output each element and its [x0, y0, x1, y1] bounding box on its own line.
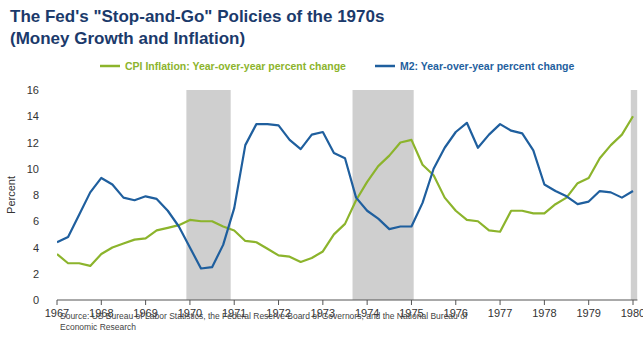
y-tick-label: 12: [27, 137, 39, 149]
legend-swatch: [375, 65, 395, 68]
x-tick: [189, 300, 190, 305]
y-tick-label: 6: [33, 215, 39, 227]
x-tick: [145, 300, 146, 305]
legend-swatch: [100, 65, 120, 68]
y-tick-label: 14: [27, 110, 39, 122]
x-tick: [455, 300, 456, 305]
x-tick-label: 1980: [621, 307, 643, 319]
x-tick-label: 1978: [532, 307, 556, 319]
y-axis-label: Percent: [5, 176, 17, 214]
x-tick: [367, 300, 368, 305]
source-note: Source: US Bureau of Labor Statistics, t…: [60, 311, 500, 333]
x-tick-label: 1977: [488, 307, 512, 319]
x-tick: [101, 300, 102, 305]
series-line: [57, 116, 633, 266]
x-tick: [234, 300, 235, 305]
x-tick: [57, 300, 58, 305]
chart: The Fed's "Stop-and-Go" Policies of the …: [0, 0, 643, 363]
legend-label: M2: Year-over-year percent change: [400, 60, 574, 72]
subtitle: (Money Growth and Inflation): [10, 29, 245, 48]
x-tick: [278, 300, 279, 305]
title: The Fed's "Stop-and-Go" Policies of the …: [10, 7, 384, 26]
x-tick: [322, 300, 323, 305]
recession-band: [353, 90, 414, 300]
series-line: [57, 123, 633, 269]
y-tick-label: 2: [33, 268, 39, 280]
x-tick: [588, 300, 589, 305]
y-tick-label: 4: [33, 242, 39, 254]
plot-area: [57, 90, 637, 300]
legend-label: CPI Inflation: Year-over-year percent ch…: [125, 60, 346, 72]
x-tick: [500, 300, 501, 305]
y-tick-label: 16: [27, 84, 39, 96]
y-tick-label: 10: [27, 163, 39, 175]
x-tick: [633, 300, 634, 305]
x-tick: [411, 300, 412, 305]
x-tick: [544, 300, 545, 305]
y-tick-label: 8: [33, 189, 39, 201]
y-tick-label: 0: [33, 294, 39, 306]
recession-band: [631, 90, 638, 300]
x-tick-label: 1979: [576, 307, 600, 319]
x-axis-line: [57, 300, 637, 301]
